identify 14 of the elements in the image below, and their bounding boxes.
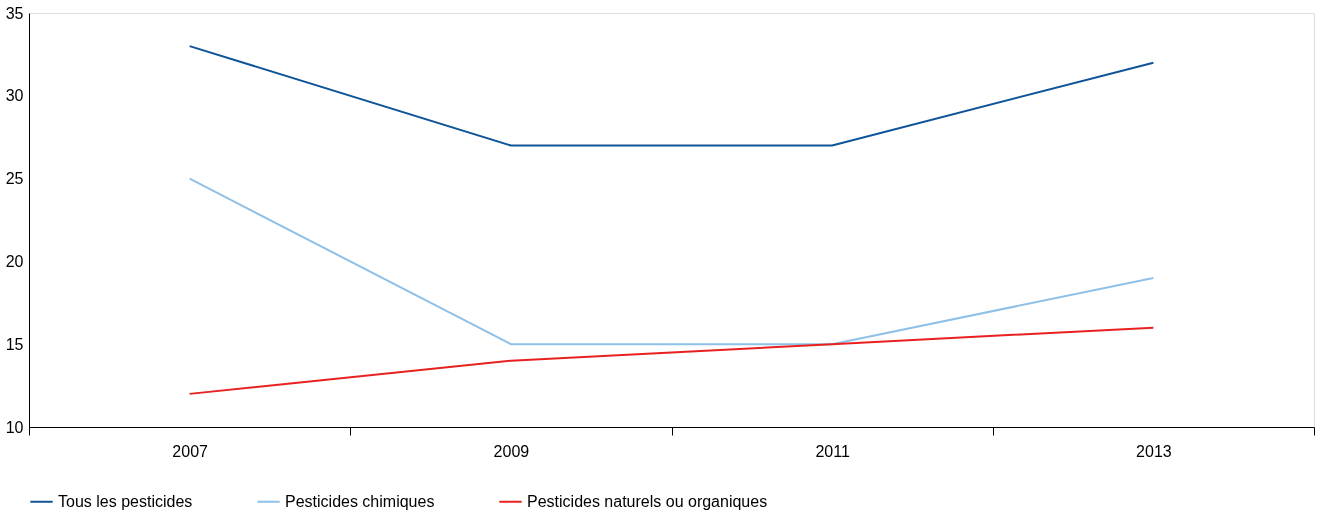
legend-label: Pesticides naturels ou organiques [527,492,768,510]
y-tick-label: 10 [5,418,24,436]
y-tick-label: 35 [5,4,24,22]
y-tick-label: 20 [5,252,24,270]
y-tick-label: 25 [5,170,24,188]
x-tick-label: 2007 [172,442,209,460]
x-tick-label: 2009 [493,442,530,460]
legend-label: Tous les pesticides [58,492,193,510]
x-tick-label: 2011 [815,442,850,460]
line-series [188,326,1155,395]
y-tick-label: 15 [5,335,24,353]
legend-label: Pesticides chimiques [285,492,435,510]
x-tick-label: 2013 [1136,442,1172,460]
y-tick-label: 30 [5,87,24,105]
